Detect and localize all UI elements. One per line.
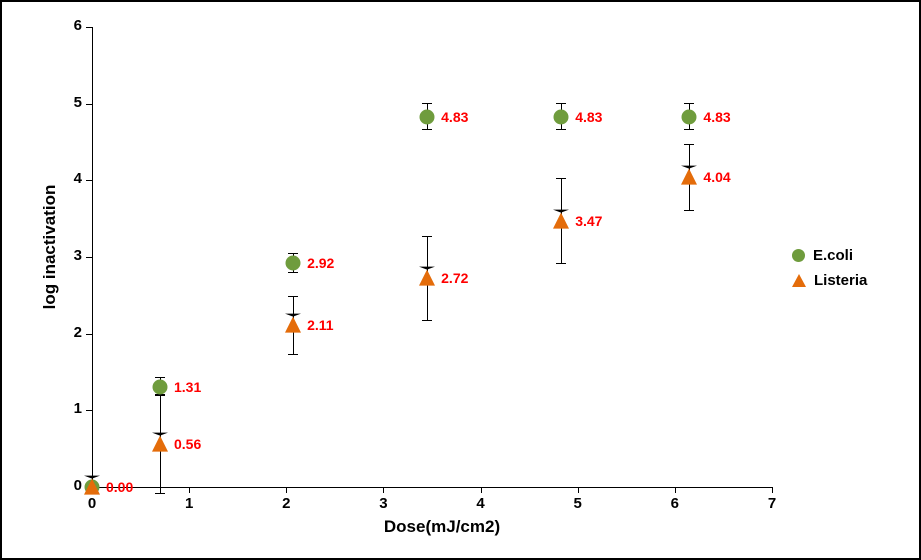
error-bar-cap: [288, 253, 298, 254]
data-label: 3.47: [575, 213, 602, 229]
y-tick-label: 3: [54, 247, 82, 264]
error-bar-cap: [556, 103, 566, 104]
y-tick-label: 2: [54, 324, 82, 341]
y-axis: [92, 27, 93, 487]
y-tick-label: 4: [54, 170, 82, 187]
data-label: 2.92: [307, 255, 334, 271]
x-tick: [481, 487, 482, 493]
chart-frame: Dose(mJ/cm2) log inactivation E.coliList…: [0, 0, 921, 560]
error-bar-cap: [155, 493, 165, 494]
triangle-icon: [792, 274, 806, 287]
data-point: [152, 433, 168, 452]
error-bar-cap: [684, 103, 694, 104]
circle-icon: [792, 249, 805, 262]
data-label: 4.83: [575, 109, 602, 125]
error-bar-cap: [422, 236, 432, 237]
x-tick-label: 4: [466, 495, 496, 512]
x-axis-title: Dose(mJ/cm2): [362, 517, 522, 537]
x-tick: [286, 487, 287, 493]
data-point: [553, 210, 569, 229]
x-tick: [189, 487, 190, 493]
y-tick: [86, 257, 92, 258]
x-tick-label: 2: [271, 495, 301, 512]
data-label: 2.72: [441, 270, 468, 286]
x-tick: [383, 487, 384, 493]
data-label: 4.04: [703, 169, 730, 185]
x-tick: [675, 487, 676, 493]
data-point: [681, 166, 697, 185]
error-bar-cap: [422, 103, 432, 104]
x-tick-label: 5: [563, 495, 593, 512]
y-tick-label: 5: [54, 94, 82, 111]
x-tick: [578, 487, 579, 493]
error-bar-cap: [684, 210, 694, 211]
data-point: [419, 267, 435, 286]
error-bar-cap: [288, 272, 298, 273]
error-bar-cap: [684, 144, 694, 145]
legend-item: E.coli: [792, 247, 867, 264]
x-tick-label: 7: [757, 495, 787, 512]
error-bar-cap: [288, 354, 298, 355]
error-bar-cap: [684, 129, 694, 130]
y-tick-label: 1: [54, 400, 82, 417]
data-point: [84, 476, 100, 495]
x-tick-label: 3: [368, 495, 398, 512]
y-tick: [86, 410, 92, 411]
data-label: 4.83: [703, 109, 730, 125]
data-label: 2.11: [307, 317, 333, 333]
legend-item: Listeria: [792, 272, 867, 289]
y-tick-label: 6: [54, 17, 82, 34]
x-axis: [92, 487, 772, 488]
error-bar-cap: [288, 296, 298, 297]
legend: E.coli Listeria: [792, 247, 867, 297]
data-point: [682, 109, 697, 124]
y-tick: [86, 27, 92, 28]
data-label: 0.56: [174, 436, 201, 452]
error-bar-cap: [556, 129, 566, 130]
data-point: [420, 109, 435, 124]
y-tick: [86, 334, 92, 335]
error-bar-cap: [422, 129, 432, 130]
legend-label: E.coli: [813, 247, 853, 264]
error-bar-cap: [556, 263, 566, 264]
error-bar-cap: [556, 178, 566, 179]
plot-area: [92, 27, 772, 487]
data-label: 0.00: [106, 479, 133, 495]
data-point: [286, 256, 301, 271]
x-tick-label: 0: [77, 495, 107, 512]
x-tick-label: 6: [660, 495, 690, 512]
data-point: [285, 314, 301, 333]
y-tick-label: 0: [54, 477, 82, 494]
x-tick-label: 1: [174, 495, 204, 512]
error-bar-cap: [155, 377, 165, 378]
y-tick: [86, 180, 92, 181]
y-tick: [86, 104, 92, 105]
legend-label: Listeria: [814, 272, 867, 289]
data-label: 1.31: [174, 379, 201, 395]
data-point: [554, 109, 569, 124]
x-tick: [772, 487, 773, 493]
data-label: 4.83: [441, 109, 468, 125]
data-point: [153, 379, 168, 394]
error-bar-cap: [422, 320, 432, 321]
